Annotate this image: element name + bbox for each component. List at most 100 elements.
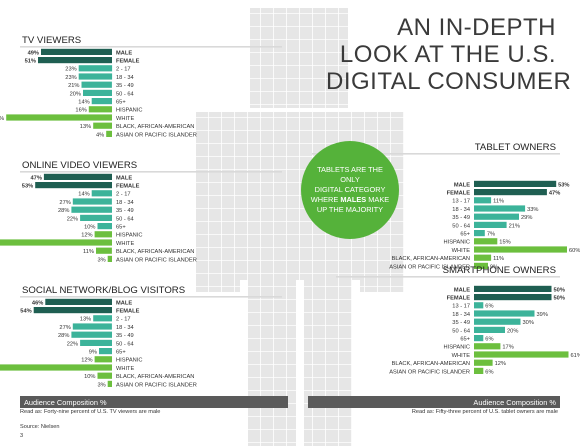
bar-value-label: 4% <box>96 132 104 138</box>
chart-3: SOCIAL NETWORK/BLOG VISITORS 46% MALE 54% FE… <box>0 285 282 388</box>
category-label: 13 - 17 <box>452 199 470 205</box>
bar-value-label: 50% <box>554 296 565 302</box>
title-line-1: AN IN-DEPTH <box>397 14 556 41</box>
category-label: BLACK, AFRICAN-AMERICAN <box>392 361 470 367</box>
bar-value-label: 14% <box>78 100 89 106</box>
bar <box>474 318 521 325</box>
bar-value-label: 10% <box>84 374 95 380</box>
bar-value-label: 20% <box>70 91 81 97</box>
category-label: WHITE <box>116 241 135 247</box>
bar-value-label: 73% <box>0 116 4 122</box>
figure-head <box>250 8 348 108</box>
bar-value-label: 21% <box>68 83 79 89</box>
bar <box>107 380 112 387</box>
bar-value-label: 12% <box>81 358 92 364</box>
bar-value-label: 51% <box>25 59 36 65</box>
bar-value-label: 21% <box>509 223 520 229</box>
title-line-2: LOOK AT THE U.S. <box>339 41 556 68</box>
bar-value-label: 6% <box>485 369 493 375</box>
audience-composition-bars: Audience Composition % Audience Compositi… <box>20 396 560 408</box>
category-label: 35 - 49 <box>452 215 470 221</box>
category-label: ASIAN OR PACIFIC ISLANDER <box>116 132 197 138</box>
figure-left-arm <box>196 112 240 292</box>
bar <box>474 326 505 333</box>
bar-value-label: 6% <box>485 304 493 310</box>
bar <box>72 198 112 205</box>
category-label: MALE <box>116 50 132 56</box>
category-label: 2 - 17 <box>116 67 131 73</box>
category-label: WHITE <box>452 353 471 359</box>
category-label: ASIAN OR PACIFIC ISLANDER <box>389 264 470 270</box>
bar <box>474 302 484 309</box>
bar-value-label: 47% <box>31 175 42 181</box>
bar-value-label: 23% <box>65 75 76 81</box>
bar <box>94 231 112 238</box>
bar <box>71 331 112 338</box>
bar-value-label: 33% <box>527 207 538 213</box>
category-label: BLACK, AFRICAN-AMERICAN <box>116 249 194 255</box>
figure-right-leg <box>304 270 352 446</box>
bar <box>474 197 492 204</box>
bar <box>474 205 526 212</box>
bar <box>91 190 112 197</box>
bar <box>88 106 112 113</box>
audience-bar-right <box>308 396 560 408</box>
bar <box>474 285 552 292</box>
chart-title: SMARTPHONE OWNERS <box>443 265 556 276</box>
category-label: WHITE <box>116 366 135 372</box>
bar-value-label: 10% <box>84 225 95 231</box>
bar <box>80 339 112 346</box>
callout-line-3b: MAKE <box>366 195 390 204</box>
category-label: 13 - 17 <box>452 304 470 310</box>
bar <box>474 351 569 358</box>
category-label: WHITE <box>116 116 135 122</box>
category-label: BLACK, AFRICAN-AMERICAN <box>116 124 194 130</box>
bar <box>93 315 112 322</box>
bar <box>83 89 112 96</box>
bar-value-label: 11% <box>493 256 504 262</box>
bar-value-label: 53% <box>22 184 33 190</box>
bar-value-label: 22% <box>67 341 78 347</box>
category-label: ASIAN OR PACIFIC ISLANDER <box>116 382 197 388</box>
category-label: HISPANIC <box>444 240 470 246</box>
audience-bar-right-label: Audience Composition % <box>473 398 556 407</box>
bar-value-label: 61% <box>571 353 580 359</box>
page-title: AN IN-DEPTH LOOK AT THE U.S. DIGITAL CON… <box>326 14 571 95</box>
bar <box>474 254 492 261</box>
bar-value-label: 39% <box>537 312 548 318</box>
bar <box>0 239 112 246</box>
category-label: 65+ <box>460 232 470 238</box>
bar <box>97 223 112 230</box>
bar <box>81 81 112 88</box>
bar <box>72 323 112 330</box>
chart-2: ONLINE VIDEO VIEWERS 47% MALE 53% FEMALE 14% 2… <box>0 160 282 263</box>
bar-value-label: 29% <box>521 215 532 221</box>
audience-bar-left <box>20 396 288 408</box>
chart-header-rule <box>20 46 282 48</box>
bar-value-label: 46% <box>32 300 43 306</box>
bar <box>474 221 507 228</box>
category-label: 2 - 17 <box>116 317 131 323</box>
chart-title: ONLINE VIDEO VIEWERS <box>22 160 137 171</box>
bar-value-label: 22% <box>67 216 78 222</box>
category-label: 18 - 34 <box>116 200 134 206</box>
bar <box>6 114 113 121</box>
bar <box>78 73 113 80</box>
bar <box>80 214 112 221</box>
bar <box>474 246 567 253</box>
chart-header-rule <box>336 276 560 278</box>
callout-line-2: DIGITAL CATEGORY <box>314 185 386 194</box>
bar <box>106 130 112 137</box>
category-label: MALE <box>116 175 132 181</box>
bar-value-label: 27% <box>59 200 70 206</box>
callout-text: TABLETS ARE THE ONLY DIGITAL CATEGORY WH… <box>301 165 399 215</box>
category-label: 50 - 64 <box>116 216 134 222</box>
category-label: 18 - 34 <box>452 312 470 318</box>
category-label: 50 - 64 <box>452 223 470 229</box>
bar-value-label: 17% <box>502 345 513 351</box>
category-label: MALE <box>116 300 132 306</box>
bar-value-label: 12% <box>81 233 92 239</box>
bar <box>94 356 112 363</box>
category-label: HISPANIC <box>116 233 142 239</box>
